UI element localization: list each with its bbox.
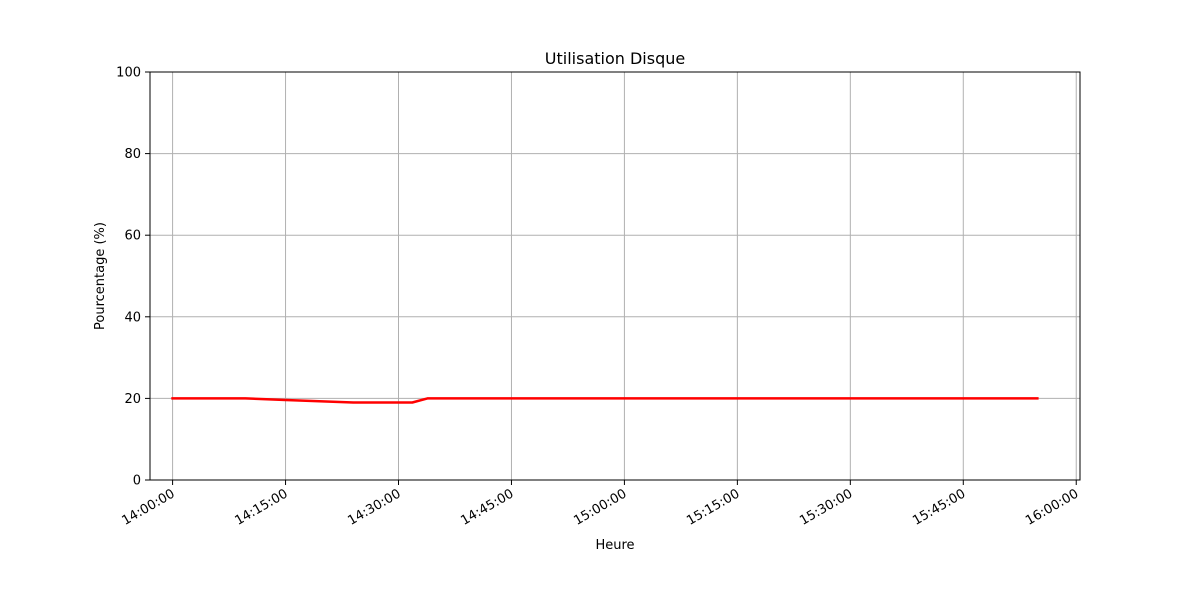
y-tick-label: 40	[124, 310, 141, 325]
y-tick-label: 60	[124, 229, 141, 244]
x-axis-label: Heure	[595, 538, 634, 553]
y-tick-label: 0	[133, 474, 141, 489]
series-line	[171, 397, 1039, 404]
series-layer	[171, 397, 1039, 404]
plot-area-frame	[149, 71, 1081, 481]
chart-title: Utilisation Disque	[545, 49, 685, 68]
y-tick-label: 80	[124, 147, 141, 162]
y-axis-label: Pourcentage (%)	[93, 222, 108, 330]
y-tick-label: 100	[116, 66, 141, 81]
y-axis-ticks: 0 20 40 60 80 100	[116, 66, 150, 489]
y-tick-label: 20	[124, 392, 141, 407]
